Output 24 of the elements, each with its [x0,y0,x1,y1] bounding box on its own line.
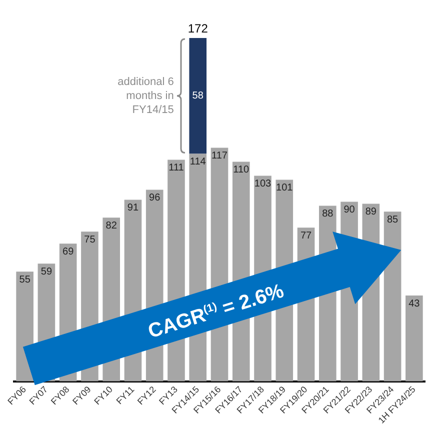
data-label: 88 [322,208,334,220]
data-label: 69 [62,246,74,258]
data-label: 77 [300,230,312,242]
total-label: 172 [188,21,208,36]
data-label: 82 [106,220,118,232]
data-label: 75 [84,234,96,246]
bar [189,38,207,154]
data-label: 58 [192,90,204,102]
data-label: 96 [149,192,161,204]
data-label: 89 [365,206,377,218]
data-label: 110 [233,164,250,176]
data-label: 91 [127,202,139,214]
data-label: 103 [254,178,272,190]
bar [406,296,423,382]
annotation: additional 6 months in FY14/15 [118,76,174,116]
data-label: 114 [190,156,206,168]
data-label: 111 [168,162,184,174]
data-label: 85 [386,214,399,226]
data-label: 90 [344,204,356,216]
data-label: 101 [276,182,294,194]
data-label: 55 [19,274,31,286]
data-label: 117 [212,150,228,162]
data-label: 43 [408,298,420,310]
data-label: 59 [40,266,52,278]
